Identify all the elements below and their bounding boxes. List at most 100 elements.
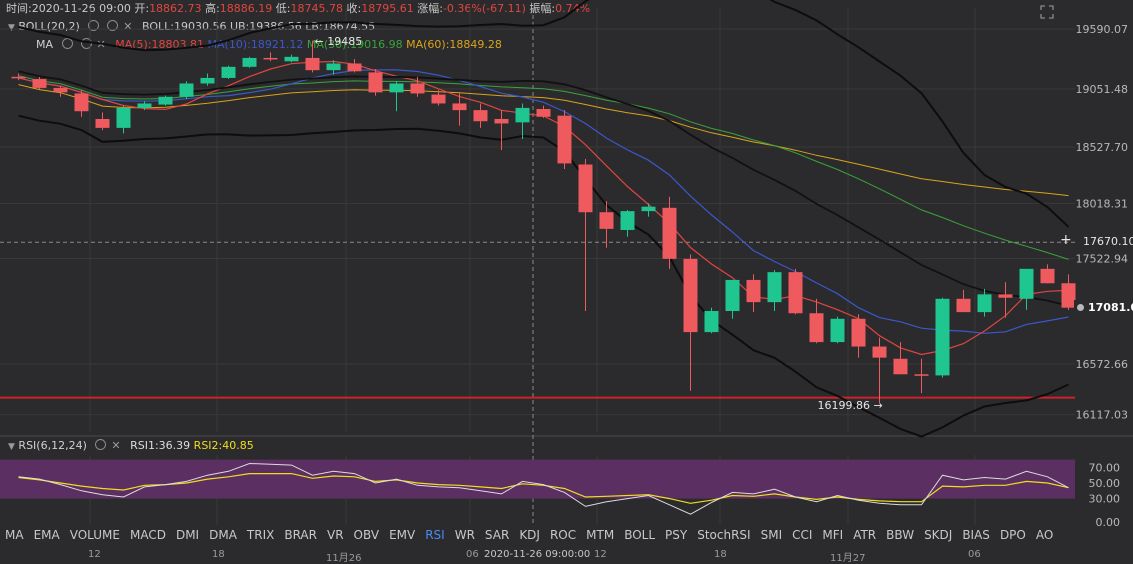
- candle-body: [116, 107, 131, 128]
- candle-body: [788, 272, 803, 314]
- tab-trix[interactable]: TRIX: [246, 528, 275, 542]
- tab-bbw[interactable]: BBW: [886, 528, 915, 542]
- tab-volume[interactable]: VOLUME: [69, 528, 120, 542]
- candle-body: [599, 212, 614, 229]
- boll-lower-line: [18, 114, 1069, 438]
- time-tick: 12: [594, 549, 607, 560]
- tab-bias[interactable]: BIAS: [962, 528, 990, 542]
- candle-body: [662, 207, 677, 259]
- rsi-tick-label: 30.00: [1089, 493, 1121, 506]
- low-annotation-value: 16199.86: [817, 399, 871, 413]
- tab-ema[interactable]: EMA: [33, 528, 60, 542]
- candle-body: [1040, 268, 1055, 284]
- tab-psy[interactable]: PSY: [665, 528, 688, 542]
- time-tick: 06: [968, 549, 981, 560]
- ma30-value: MA(30):19016.98: [306, 38, 403, 51]
- candle-body: [977, 294, 992, 313]
- collapse-arrow-icon[interactable]: ▼: [8, 442, 15, 452]
- candle-body: [851, 318, 866, 347]
- time-tick: 18: [714, 549, 727, 560]
- tab-boll[interactable]: BOLL: [624, 528, 656, 542]
- tab-obv[interactable]: OBV: [353, 528, 380, 542]
- close-icon[interactable]: ✕: [123, 20, 133, 33]
- candle-body: [557, 115, 572, 164]
- tab-sar[interactable]: SAR: [484, 528, 510, 542]
- tab-skdj[interactable]: SKDJ: [924, 528, 953, 542]
- crosshair-plus-icon: +: [1060, 232, 1072, 249]
- rsi1-value: RSI1:36.39: [130, 439, 191, 452]
- tab-brar[interactable]: BRAR: [284, 528, 317, 542]
- tab-roc[interactable]: ROC: [549, 528, 577, 542]
- tab-atr[interactable]: ATR: [853, 528, 877, 542]
- rsi-overbought-band: [0, 459, 1075, 499]
- tab-kdj[interactable]: KDJ: [519, 528, 540, 542]
- close-icon[interactable]: ✕: [111, 439, 121, 452]
- time-tick: 11月27: [830, 553, 866, 564]
- change-label: 涨幅:: [417, 2, 443, 15]
- collapse-arrow-icon[interactable]: ▼: [8, 23, 15, 33]
- price-tick-label: 16117.03: [1076, 409, 1129, 422]
- candle-body: [578, 164, 593, 213]
- eye-icon[interactable]: [88, 20, 100, 31]
- time-tick: 12: [88, 549, 101, 560]
- ma60-line: [18, 84, 1069, 197]
- tab-ma[interactable]: MA: [5, 528, 24, 542]
- tab-dma[interactable]: DMA: [209, 528, 237, 542]
- low-annotation: 16199.86 →: [817, 399, 883, 413]
- candle-body: [158, 96, 173, 105]
- price-tick-label: 18527.70: [1076, 141, 1129, 154]
- price-tick-label: 17522.94: [1076, 253, 1129, 266]
- tab-emv[interactable]: EMV: [389, 528, 416, 542]
- candle-body: [32, 79, 47, 88]
- tab-wr[interactable]: WR: [454, 528, 475, 542]
- tab-macd[interactable]: MACD: [129, 528, 166, 542]
- time-tick: 18: [212, 549, 225, 560]
- candle-body: [641, 206, 656, 212]
- tab-rsi[interactable]: RSI: [425, 528, 445, 542]
- tab-stochrsi[interactable]: StochRSI: [697, 528, 751, 542]
- tab-ao[interactable]: AO: [1035, 528, 1054, 542]
- candle-body: [620, 211, 635, 230]
- time-value: 时间:2020-11-26 09:00: [6, 2, 131, 15]
- settings-icon[interactable]: [107, 20, 119, 31]
- tab-mfi[interactable]: MFI: [822, 528, 844, 542]
- rsi-name[interactable]: RSI(6,12,24): [18, 439, 87, 452]
- candle-body: [137, 103, 152, 108]
- fullscreen-icon[interactable]: [1040, 4, 1054, 19]
- high-annotation-value: 19485: [327, 34, 363, 48]
- tab-cci[interactable]: CCI: [792, 528, 813, 542]
- amplitude-label: 振幅:: [529, 2, 556, 15]
- tab-mtm[interactable]: MTM: [586, 528, 615, 542]
- change-value: -0.36%(-67.11): [442, 2, 526, 15]
- high-label: 高:: [205, 2, 220, 15]
- eye-icon[interactable]: [61, 38, 73, 49]
- time-axis: 12 18 11月26 06 2020-11-26 09:00:00 12 18…: [0, 549, 1133, 564]
- candle-body: [221, 66, 236, 78]
- tab-dpo[interactable]: DPO: [999, 528, 1026, 542]
- candle-body: [200, 77, 215, 84]
- candle-body: [452, 103, 467, 111]
- ma10-value: MA(10):18921.12: [207, 38, 304, 51]
- open-value: 18862.73: [149, 2, 202, 15]
- candle-body: [431, 94, 446, 104]
- candle-body: [326, 63, 341, 71]
- settings-icon[interactable]: [95, 439, 107, 450]
- boll-ub: UB:19386.56: [229, 20, 302, 33]
- indicator-tabs: MA EMA VOLUME MACD DMI DMA TRIX BRAR VR OBV EMV RSI…: [0, 528, 1133, 542]
- ma-name[interactable]: MA: [36, 38, 54, 51]
- price-tick-label: 19051.48: [1076, 83, 1129, 96]
- last-price-label: 17081.03: [1074, 299, 1133, 315]
- candle-body: [1061, 283, 1076, 308]
- rsi-indicator-row: ▼ RSI(6,12,24) ✕ RSI1:36.39 RSI2:40.85: [8, 438, 254, 455]
- tab-smi[interactable]: SMI: [760, 528, 783, 542]
- time-tick: 06: [466, 549, 479, 560]
- settings-icon[interactable]: [80, 38, 92, 49]
- candle-body: [746, 279, 761, 303]
- ma60-value: MA(60):18849.28: [406, 38, 502, 51]
- tab-dmi[interactable]: DMI: [175, 528, 200, 542]
- candle-body: [956, 298, 971, 313]
- candle-body: [683, 258, 698, 333]
- tab-vr[interactable]: VR: [326, 528, 344, 542]
